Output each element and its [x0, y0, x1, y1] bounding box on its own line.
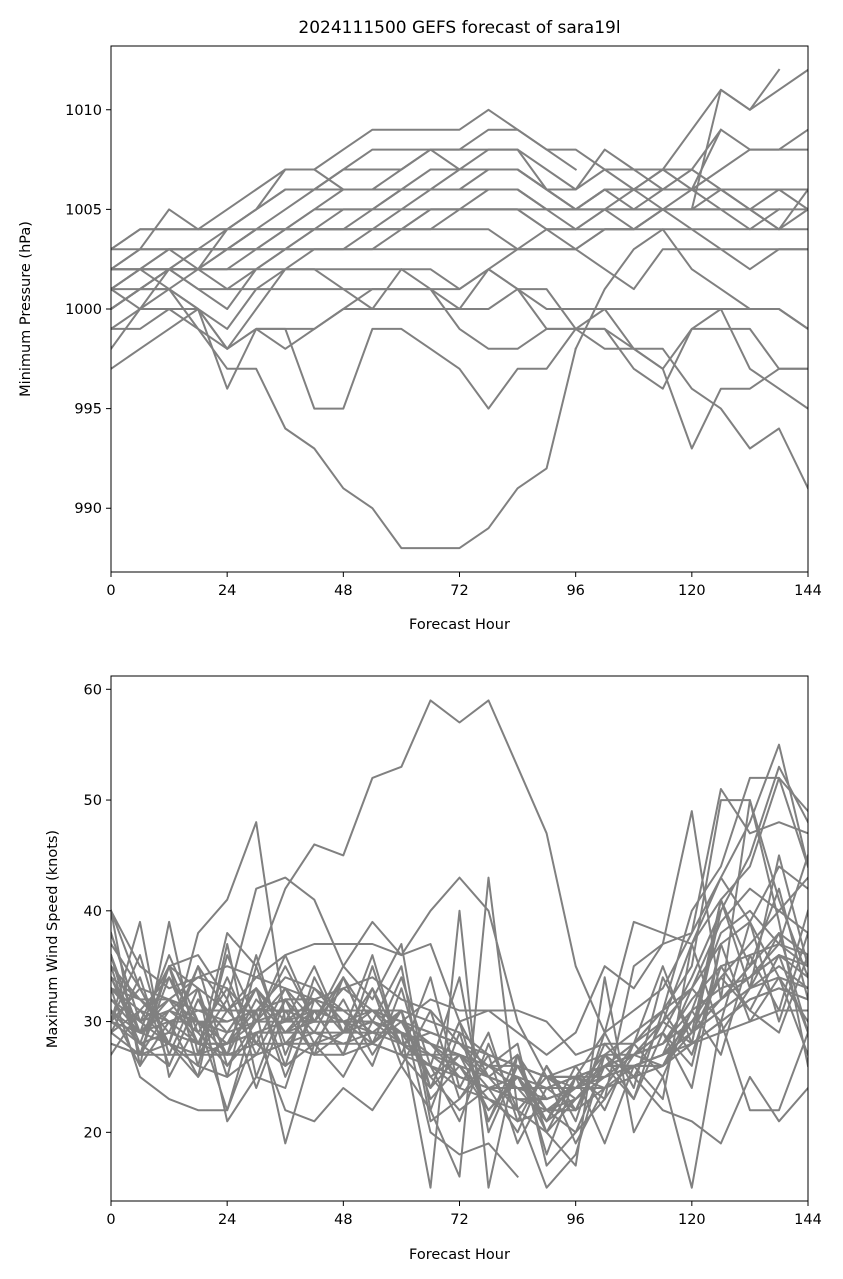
wind-member-line-24	[111, 954, 808, 1134]
pressure-series-group	[111, 68, 808, 550]
wind-x-tick-label: 24	[218, 1212, 236, 1228]
figure-title: 2024111500 GEFS forecast of sara19l	[298, 18, 620, 38]
pressure-x-tick-label: 144	[794, 583, 822, 599]
wind-member-line-35	[111, 854, 808, 1112]
wind-y-tick-label: 30	[84, 1015, 102, 1031]
pressure-y-tick-label: 1010	[65, 103, 102, 119]
pressure-member-line-18	[111, 68, 781, 310]
wind-panel: 0 24 48 72 96 120 144 20 30 40 50 60 Forecast Hour…	[45, 675, 822, 1263]
wind-member-line-28	[111, 876, 808, 1189]
wind-member-line-31	[111, 909, 723, 1134]
wind-x-tick-label: 48	[334, 1212, 352, 1228]
pressure-member-line-5	[111, 268, 808, 450]
pressure-x-tick-label: 72	[450, 583, 468, 599]
pressure-panel: 0 24 48 72 96 120 144 990 995 1000 1005 1010 Forec…	[18, 45, 822, 633]
pressure-x-axis-label: Forecast Hour	[409, 617, 510, 633]
pressure-x-tick-label: 24	[218, 583, 236, 599]
wind-series-group	[111, 699, 808, 1189]
wind-x-tick-label: 96	[566, 1212, 584, 1228]
wind-x-axis-label: Forecast Hour	[409, 1247, 510, 1263]
wind-x-tick-label: 144	[794, 1212, 822, 1228]
wind-member-line-32	[111, 942, 723, 1112]
wind-member-line-33	[111, 876, 808, 1056]
wind-y-tick-label: 50	[84, 793, 102, 809]
wind-y-axis-label: Maximum Wind Speed (knots)	[45, 830, 61, 1048]
wind-y-ticks: 20 30 40 50 60	[84, 682, 111, 1141]
wind-x-tick-label: 0	[106, 1212, 115, 1228]
wind-member-line-34	[111, 799, 808, 1101]
pressure-member-line-1	[111, 308, 577, 550]
pressure-y-ticks: 990 995 1000 1005 1010	[65, 103, 111, 517]
pressure-x-tick-label: 96	[566, 583, 584, 599]
pressure-member-line-6	[111, 268, 808, 390]
wind-x-ticks: 0 24 48 72 96 120 144	[106, 1201, 822, 1228]
pressure-member-line-22	[111, 128, 723, 251]
wind-y-tick-label: 60	[84, 682, 102, 698]
pressure-x-ticks: 0 24 48 72 96 120 144	[106, 572, 822, 599]
wind-y-tick-label: 40	[84, 904, 102, 920]
pressure-y-axis-label: Minimum Pressure (hPa)	[18, 221, 34, 397]
wind-member-line-29	[111, 799, 808, 1167]
pressure-y-tick-label: 1000	[65, 302, 102, 318]
pressure-x-tick-label: 0	[106, 583, 115, 599]
pressure-y-tick-label: 990	[74, 501, 102, 517]
pressure-y-tick-label: 1005	[65, 202, 102, 218]
pressure-member-line-23	[111, 208, 808, 291]
wind-member-line-17	[111, 932, 808, 1156]
wind-y-tick-label: 20	[84, 1125, 102, 1141]
pressure-y-tick-label: 995	[74, 402, 102, 418]
pressure-x-tick-label: 48	[334, 583, 352, 599]
pressure-x-tick-label: 120	[678, 583, 706, 599]
pressure-member-line-16	[111, 108, 578, 271]
wind-x-tick-label: 72	[450, 1212, 468, 1228]
wind-x-tick-label: 120	[678, 1212, 706, 1228]
